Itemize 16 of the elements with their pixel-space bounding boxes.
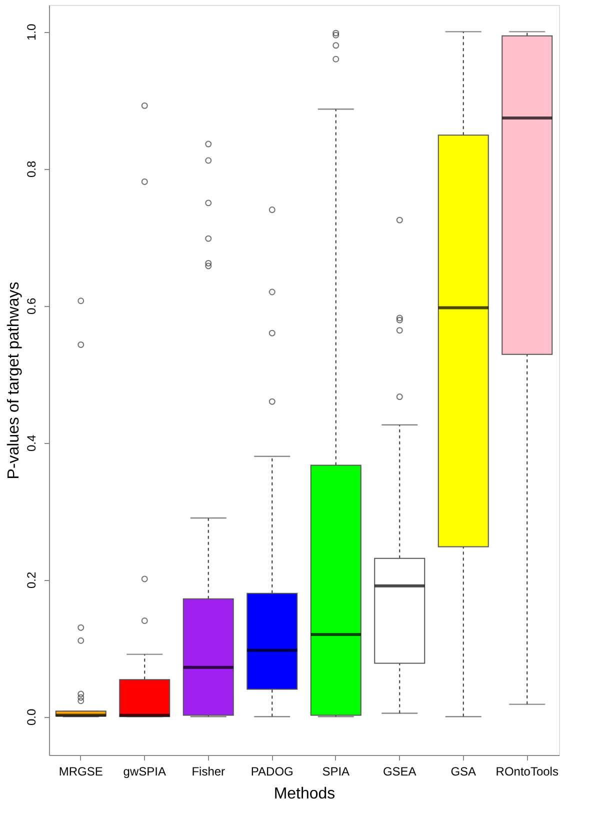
y-tick-label: 0.2	[24, 571, 38, 588]
y-tick-label: 0.6	[24, 298, 38, 315]
x-tick-label: MRGSE	[58, 764, 103, 778]
y-tick-label: 1.0	[24, 24, 38, 41]
x-tick-label: GSEA	[382, 764, 416, 778]
x-tick-label: Fisher	[192, 764, 226, 778]
y-axis-title: P-values of target pathways	[6, 282, 22, 480]
x-tick-label: GSA	[450, 764, 476, 778]
y-tick-label: 0.4	[24, 434, 38, 452]
y-tick-label: 0.0	[24, 708, 38, 726]
y-tick-label: 0.8	[24, 160, 38, 178]
x-tick-label: PADOG	[250, 764, 294, 778]
x-tick-label: gwSPIA	[123, 764, 166, 778]
x-tick-label: SPIA	[322, 764, 350, 778]
x-tick-label: ROntoTools	[496, 764, 558, 778]
x-axis-title: Methods	[274, 786, 336, 802]
